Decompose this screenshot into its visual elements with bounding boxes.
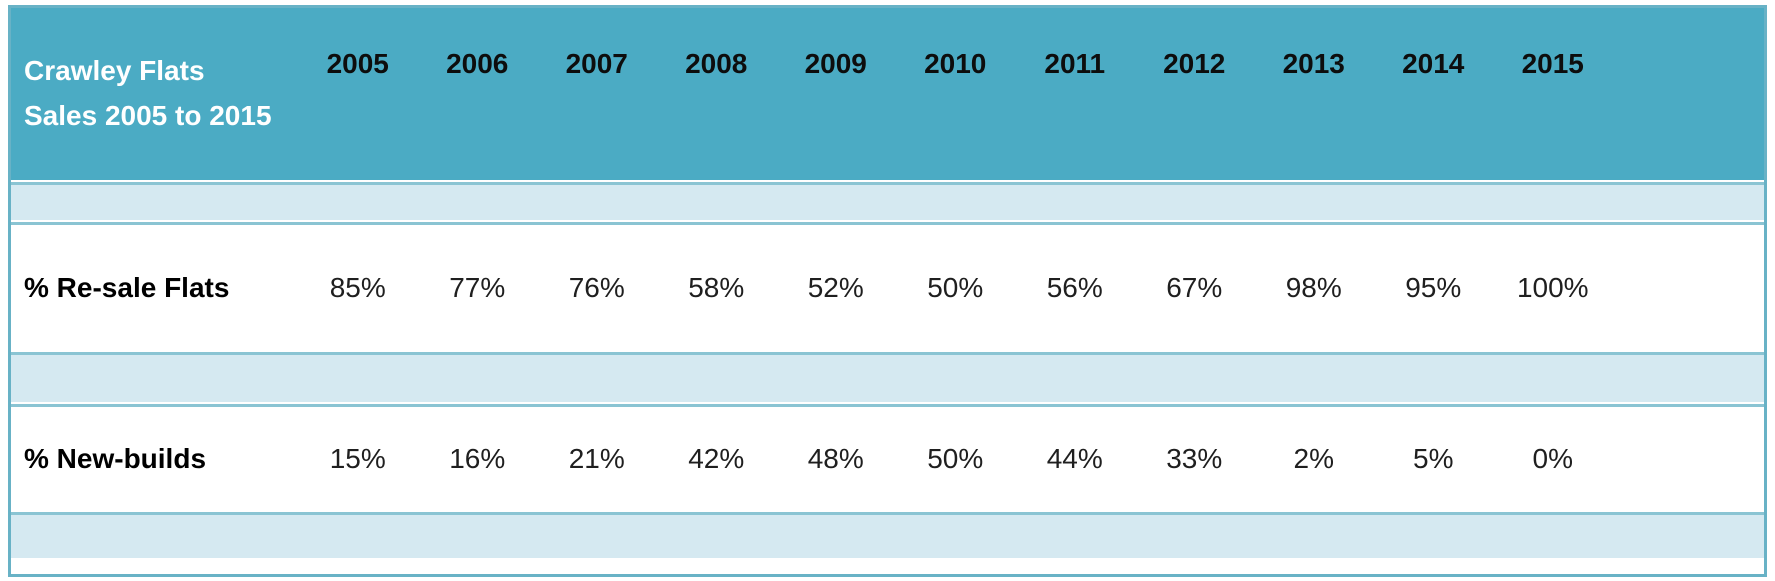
banded-spacer-row xyxy=(11,182,1764,220)
year-header-2014: 2014 xyxy=(1402,48,1465,79)
resale-value-2005: 85% xyxy=(329,271,386,303)
sales-table: Crawley Flats Sales 2005 to 2015 2005 20… xyxy=(8,5,1767,577)
newbuild-value-2011: 44% xyxy=(1046,442,1103,474)
year-header-2011: 2011 xyxy=(1044,48,1106,79)
year-header-2008: 2008 xyxy=(685,48,748,79)
newbuild-value-2007: 21% xyxy=(568,442,625,474)
resale-value-2012: 67% xyxy=(1166,271,1223,303)
newbuild-value-2008: 42% xyxy=(688,442,745,474)
banded-spacer-row xyxy=(11,352,1764,402)
year-header-2012: 2012 xyxy=(1163,48,1226,79)
newbuild-value-2005: 15% xyxy=(329,442,386,474)
newbuild-value-2014: 5% xyxy=(1413,442,1454,474)
header-trailing-spacer xyxy=(1613,8,1765,180)
year-header-2010: 2010 xyxy=(924,48,987,79)
row-trailing-spacer xyxy=(1613,225,1765,350)
row-label-new-builds: % New-builds xyxy=(24,442,207,474)
year-header-2005: 2005 xyxy=(326,48,389,79)
resale-value-2013: 98% xyxy=(1285,271,1342,303)
resale-value-2010: 50% xyxy=(927,271,984,303)
resale-value-2008: 58% xyxy=(688,271,745,303)
newbuild-value-2010: 50% xyxy=(927,442,984,474)
resale-value-2015: 100% xyxy=(1516,271,1589,303)
row-label-resale-flats: % Re-sale Flats xyxy=(24,271,230,303)
resale-value-2006: 77% xyxy=(449,271,506,303)
banded-spacer-row xyxy=(11,512,1764,558)
newbuild-value-2015: 0% xyxy=(1532,442,1573,474)
year-header-2015: 2015 xyxy=(1521,48,1584,79)
resale-value-2014: 95% xyxy=(1405,271,1462,303)
year-header-2007: 2007 xyxy=(565,48,628,79)
row-trailing-spacer xyxy=(1613,407,1765,510)
table-title-line2: Sales 2005 to 2015 xyxy=(24,100,272,131)
table-title: Crawley Flats Sales 2005 to 2015 xyxy=(11,8,298,180)
year-header-2009: 2009 xyxy=(804,48,867,79)
newbuild-value-2009: 48% xyxy=(807,442,864,474)
newbuild-value-2013: 2% xyxy=(1293,442,1334,474)
newbuild-value-2006: 16% xyxy=(449,442,506,474)
resale-value-2009: 52% xyxy=(807,271,864,303)
table-row-resale-flats: % Re-sale Flats 85% 77% 76% 58% 52% 50% … xyxy=(11,222,1764,350)
resale-value-2011: 56% xyxy=(1046,271,1103,303)
table-title-line1: Crawley Flats xyxy=(24,55,205,86)
table-header-row: Crawley Flats Sales 2005 to 2015 2005 20… xyxy=(11,8,1764,180)
year-header-2013: 2013 xyxy=(1282,48,1345,79)
table-row-new-builds: % New-builds 15% 16% 21% 42% 48% 50% 44%… xyxy=(11,404,1764,510)
resale-value-2007: 76% xyxy=(568,271,625,303)
year-header-2006: 2006 xyxy=(446,48,509,79)
newbuild-value-2012: 33% xyxy=(1166,442,1223,474)
